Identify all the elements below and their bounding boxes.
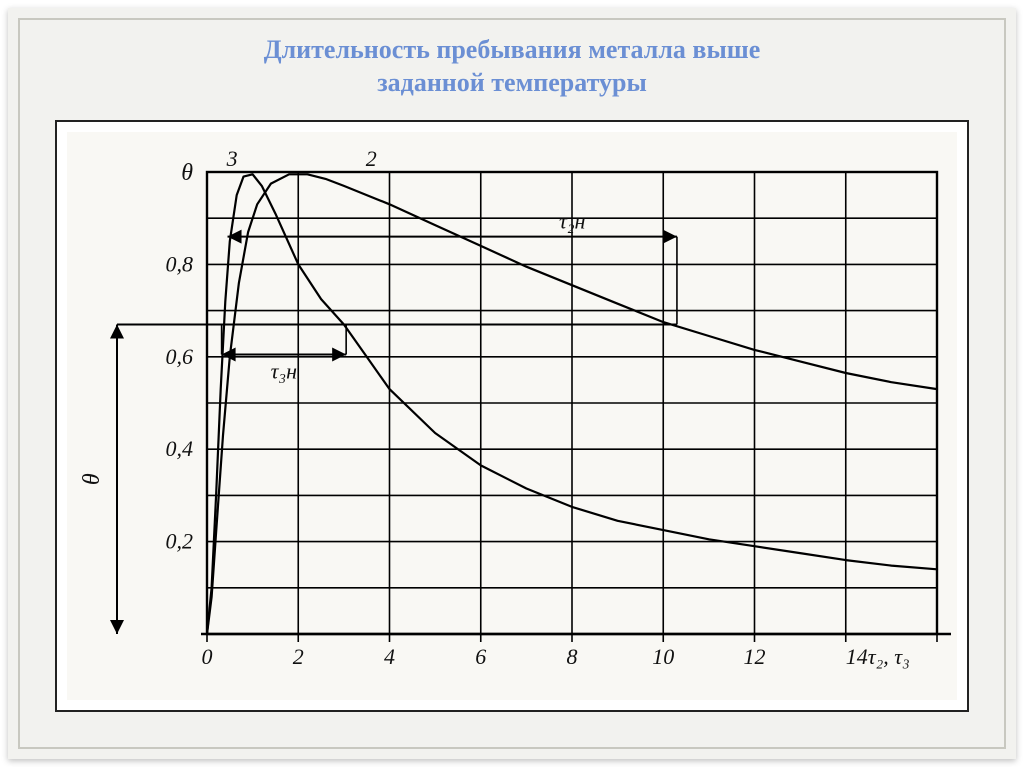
- series-label-3: 3: [226, 146, 238, 171]
- y-top-label: θ: [181, 160, 193, 186]
- outer-frame: Длительность пребывания металла выше зад…: [8, 8, 1016, 759]
- tau3-label: τ₃н: [271, 358, 298, 383]
- figure-box: 0 2 4 6 8 10 12 14τ₂, τ₃ 0,2 0,4 0,6 0,8 θ 3 2 θ τ₃н τ₂н: [55, 120, 969, 712]
- x-tick-label: 0: [202, 644, 213, 669]
- x-tick-label: 6: [475, 644, 486, 669]
- y-tick-label: 0,6: [166, 344, 194, 369]
- x-tick-label: 12: [744, 644, 766, 669]
- title-line-1: Длительность пребывания металла выше: [264, 35, 761, 64]
- y-tick-label: 0,8: [166, 251, 194, 276]
- chart: 0 2 4 6 8 10 12 14τ₂, τ₃ 0,2 0,4 0,6 0,8 θ 3 2 θ τ₃н τ₂н: [67, 132, 957, 700]
- plot-bg: [67, 132, 957, 700]
- slide-title: Длительность пребывания металла выше зад…: [20, 20, 1004, 105]
- inner-frame: Длительность пребывания металла выше зад…: [18, 18, 1006, 749]
- x-tick-label: 8: [567, 644, 578, 669]
- x-tick-label: 2: [293, 644, 304, 669]
- theta-side-label: θ: [79, 473, 105, 485]
- x-tick-label: 4: [384, 644, 395, 669]
- title-line-2: заданной температуры: [377, 68, 647, 97]
- figure-inner: 0 2 4 6 8 10 12 14τ₂, τ₃ 0,2 0,4 0,6 0,8 θ 3 2 θ τ₃н τ₂н: [67, 132, 957, 700]
- x-end-label: 14τ₂, τ₃: [846, 644, 910, 669]
- y-tick-label: 0,4: [166, 436, 194, 461]
- y-tick-label: 0,2: [166, 529, 194, 554]
- tau2-label: τ₂н: [559, 209, 586, 234]
- series-label-2: 2: [366, 146, 377, 171]
- x-tick-label: 10: [652, 644, 674, 669]
